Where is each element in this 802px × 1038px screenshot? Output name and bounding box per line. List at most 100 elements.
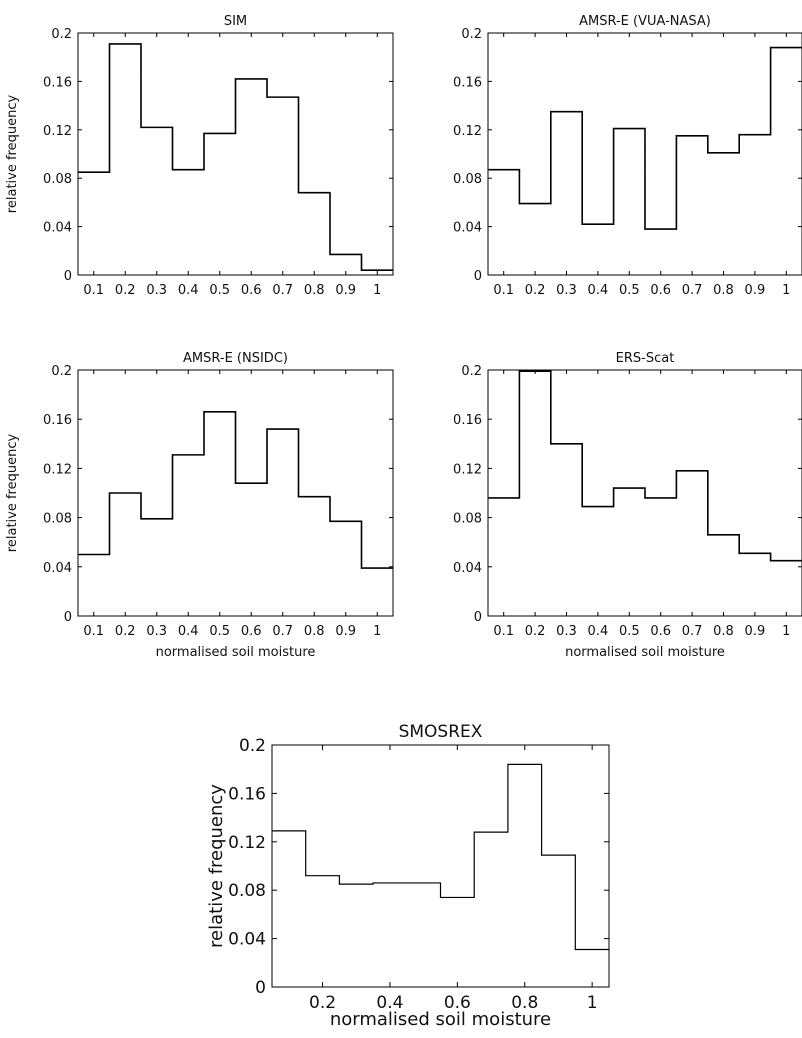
y-tick-label: 0.2 bbox=[461, 364, 482, 379]
x-tick-label: 1 bbox=[782, 624, 790, 639]
x-tick-label: 0.9 bbox=[745, 624, 766, 639]
x-tick-label: 0.1 bbox=[493, 624, 514, 639]
histogram-bin bbox=[236, 483, 268, 616]
histogram-bin bbox=[299, 497, 331, 616]
chart-title: ERS-Scat bbox=[616, 351, 675, 366]
y-tick-label: 0.04 bbox=[453, 561, 482, 576]
x-axis-label: normalised soil moisture bbox=[565, 645, 725, 660]
y-tick-label: 0.2 bbox=[51, 27, 72, 42]
y-tick-label: 0.16 bbox=[43, 413, 72, 428]
histogram-bin bbox=[614, 488, 645, 616]
x-tick-label: 0.4 bbox=[588, 624, 609, 639]
histogram-bin bbox=[488, 498, 519, 616]
histogram-bin bbox=[551, 444, 582, 616]
x-tick-label: 0.2 bbox=[115, 283, 136, 298]
histogram-bin bbox=[676, 136, 707, 275]
x-tick-label: 0.9 bbox=[745, 283, 766, 298]
histogram-outline bbox=[488, 370, 802, 562]
histogram-bin bbox=[306, 876, 340, 987]
histogram-bin bbox=[373, 883, 407, 987]
y-tick-label: 0.12 bbox=[43, 462, 72, 477]
x-tick-label: 0.8 bbox=[304, 283, 325, 298]
x-tick-label: 0.7 bbox=[272, 283, 293, 298]
x-tick-label: 0.5 bbox=[209, 283, 230, 298]
y-axis-label: relative frequency bbox=[5, 434, 20, 553]
x-tick-label: 0.9 bbox=[335, 283, 356, 298]
x-tick-label: 0.5 bbox=[619, 283, 640, 298]
chart-panel-ers-scat: ERS-Scat 0 0.04 0.08 0.12 0.16 0.2 0.1 0.2 0.3 0.4… bbox=[453, 351, 802, 660]
histogram-bin bbox=[110, 44, 142, 275]
x-tick-label: 0.3 bbox=[146, 624, 167, 639]
histogram-outline bbox=[272, 763, 609, 951]
histogram-bin bbox=[330, 521, 362, 616]
chart-title: SMOSREX bbox=[399, 722, 483, 742]
histogram-bin bbox=[141, 127, 173, 275]
histogram-bin bbox=[519, 371, 550, 616]
histogram-bin bbox=[771, 561, 802, 616]
y-tick-label: 0.2 bbox=[461, 27, 482, 42]
histogram-bin bbox=[474, 832, 508, 987]
histogram-bin bbox=[645, 229, 676, 275]
histogram-outline bbox=[78, 43, 393, 271]
histogram-bin bbox=[141, 519, 173, 616]
histogram-bin bbox=[362, 270, 394, 275]
histogram-bin bbox=[771, 48, 802, 275]
histogram-bin bbox=[407, 883, 441, 987]
y-tick-label: 0.04 bbox=[43, 221, 72, 236]
x-tick-label: 0.8 bbox=[304, 624, 325, 639]
y-tick-label: 0.04 bbox=[228, 930, 266, 950]
x-tick-label: 0.3 bbox=[556, 624, 577, 639]
histogram-bin bbox=[236, 79, 268, 275]
histogram-outline bbox=[488, 46, 802, 230]
y-tick-label: 0.04 bbox=[43, 561, 72, 576]
x-axis-label: normalised soil moisture bbox=[330, 1009, 551, 1030]
x-tick-label: 0.6 bbox=[444, 993, 471, 1013]
y-tick-label: 0 bbox=[474, 610, 482, 625]
y-tick-label: 0.08 bbox=[43, 172, 72, 187]
histogram-bin bbox=[272, 831, 306, 987]
histogram-bin bbox=[267, 429, 299, 616]
x-tick-label: 1 bbox=[587, 993, 598, 1013]
histogram-bin bbox=[614, 129, 645, 275]
histogram-bin bbox=[488, 170, 519, 275]
x-tick-label: 0.9 bbox=[335, 624, 356, 639]
x-tick-label: 0.2 bbox=[115, 624, 136, 639]
y-tick-label: 0 bbox=[64, 610, 72, 625]
histogram-bin bbox=[441, 897, 475, 987]
histogram-bin bbox=[542, 855, 576, 987]
x-tick-label: 0.2 bbox=[309, 993, 336, 1013]
histogram-bin bbox=[299, 193, 331, 275]
x-tick-label: 0.6 bbox=[241, 283, 262, 298]
x-tick-label: 0.4 bbox=[376, 993, 403, 1013]
chart-panel-smosrex: SMOSREX 0 0.04 0.08 0.12 0.16 0.2 0.2 0.4 0.6 0.8 1… bbox=[206, 722, 610, 1030]
histogram-bin bbox=[739, 553, 770, 616]
plot-frame bbox=[271, 744, 610, 988]
y-tick-label: 0.12 bbox=[228, 833, 266, 853]
x-tick-label: 1 bbox=[373, 624, 381, 639]
x-tick-label: 0.6 bbox=[650, 624, 671, 639]
y-tick-label: 0.16 bbox=[43, 75, 72, 90]
histogram-bin bbox=[708, 535, 739, 616]
histogram-bin bbox=[645, 498, 676, 616]
y-axis-label: relative frequency bbox=[206, 784, 227, 948]
histogram-bin bbox=[676, 471, 707, 616]
x-tick-label: 1 bbox=[782, 283, 790, 298]
y-tick-label: 0.2 bbox=[239, 736, 266, 756]
y-tick-label: 0.16 bbox=[228, 784, 266, 804]
y-tick-label: 0.08 bbox=[43, 512, 72, 527]
histogram-bin bbox=[173, 170, 205, 275]
x-tick-label: 0.4 bbox=[178, 624, 199, 639]
histogram-bin bbox=[204, 412, 236, 616]
y-tick-label: 0.12 bbox=[453, 462, 482, 477]
x-tick-label: 0.1 bbox=[83, 624, 104, 639]
histogram-bin bbox=[173, 455, 205, 616]
y-tick-label: 0.04 bbox=[453, 221, 482, 236]
plot-frame bbox=[77, 32, 394, 276]
histogram-bin bbox=[330, 254, 362, 275]
y-tick-label: 0.16 bbox=[453, 75, 482, 90]
histogram-bin bbox=[582, 224, 613, 275]
y-tick-label: 0.16 bbox=[453, 413, 482, 428]
histogram-bin bbox=[78, 172, 110, 275]
plot-frame bbox=[77, 369, 394, 617]
